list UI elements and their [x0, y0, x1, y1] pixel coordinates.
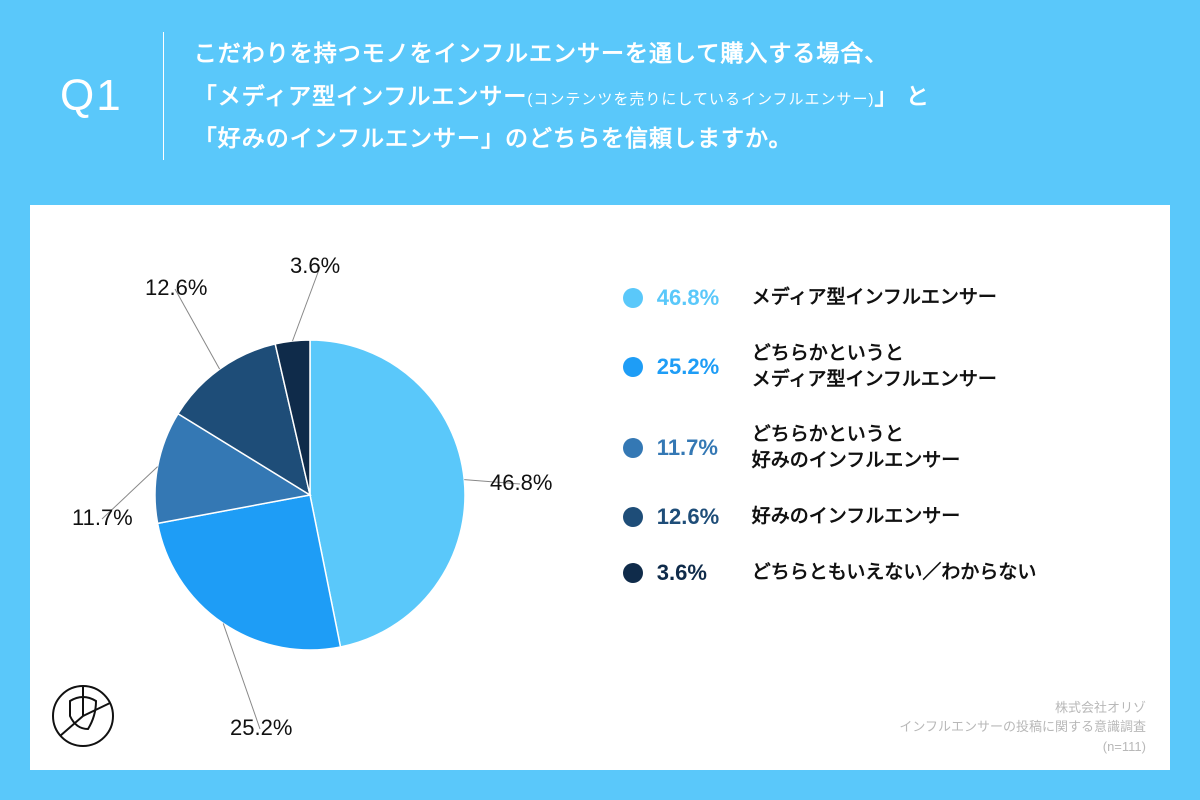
- legend-percent: 11.7%: [657, 435, 752, 461]
- legend-percent: 25.2%: [657, 354, 752, 380]
- footer-credit: 株式会社オリゾ インフルエンサーの投稿に関する意識調査 (n=111): [899, 698, 1146, 757]
- legend: 46.8%メディア型インフルエンサー 25.2%どちらかというとメディア型インフル…: [623, 205, 1170, 770]
- brand-logo: [48, 681, 118, 756]
- callout-label: 25.2%: [230, 715, 292, 741]
- question-line3: 「好みのインフルエンサー」のどちらを信頼しますか。: [194, 125, 793, 151]
- pie-chart-area: 46.8% 25.2% 11.7% 12.6% 3.6%: [30, 205, 623, 770]
- legend-label: メディア型インフルエンサー: [752, 285, 997, 311]
- question-line2a: 「メディア型インフルエンサー: [194, 83, 528, 109]
- page-root: Q1 こだわりを持つモノをインフルエンサーを通して購入する場合、 「メディア型イ…: [0, 0, 1200, 800]
- legend-percent: 46.8%: [657, 285, 752, 311]
- callout-label: 11.7%: [72, 505, 133, 531]
- legend-label: どちらかというと好みのインフルエンサー: [752, 422, 960, 473]
- content-panel: 46.8%25.2%11.7%12.6%3.6% 46.8%メディア型インフルエ…: [30, 205, 1170, 770]
- callout-label: 3.6%: [290, 253, 340, 279]
- question-line2b: 」 と: [875, 83, 930, 109]
- legend-item: 12.6%好みのインフルエンサー: [623, 504, 1140, 530]
- callout-line: [175, 289, 220, 369]
- legend-item: 3.6%どちらともいえない／わからない: [623, 560, 1140, 586]
- legend-item: 11.7%どちらかというと好みのインフルエンサー: [623, 422, 1140, 473]
- callout-label: 12.6%: [145, 275, 207, 301]
- pie-slice: [310, 340, 465, 647]
- legend-percent: 12.6%: [657, 504, 752, 530]
- footer-line3: (n=111): [899, 737, 1146, 757]
- callout-label: 46.8%: [490, 470, 552, 496]
- question-number: Q1: [60, 32, 164, 160]
- header: Q1 こだわりを持つモノをインフルエンサーを通して購入する場合、 「メディア型イ…: [0, 0, 1200, 190]
- legend-percent: 3.6%: [657, 560, 752, 586]
- footer-line2: インフルエンサーの投稿に関する意識調査: [899, 717, 1146, 737]
- legend-label: 好みのインフルエンサー: [752, 504, 960, 530]
- question-line2-sub: (コンテンツを売りにしているインフルエンサー): [527, 91, 874, 108]
- legend-item: 46.8%メディア型インフルエンサー: [623, 285, 1140, 311]
- question-line1: こだわりを持つモノをインフルエンサーを通して購入する場合、: [194, 40, 889, 66]
- legend-label: どちらともいえない／わからない: [752, 560, 1037, 586]
- legend-item: 25.2%どちらかというとメディア型インフルエンサー: [623, 341, 1140, 392]
- question-text: こだわりを持つモノをインフルエンサーを通して購入する場合、 「メディア型インフル…: [194, 32, 930, 160]
- legend-label: どちらかというとメディア型インフルエンサー: [752, 341, 997, 392]
- footer-line1: 株式会社オリゾ: [899, 698, 1146, 718]
